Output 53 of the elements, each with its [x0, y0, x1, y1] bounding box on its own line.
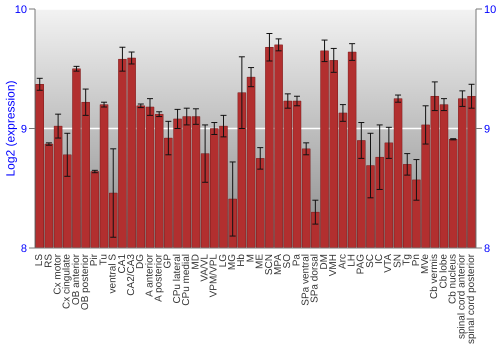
- y-tick-label: 8: [20, 242, 27, 255]
- y-tick-label: 9: [20, 123, 27, 136]
- x-tick-label: Cx cingulate: [62, 254, 73, 310]
- x-tick-label: GP: [162, 254, 174, 268]
- x-tick-label: Arc: [337, 254, 348, 269]
- x-tick-label: CPu medial: [181, 254, 192, 306]
- x-tick-label: Tu: [98, 254, 110, 266]
- x-tick-label: SC: [364, 254, 376, 268]
- x-tick-label: LS: [34, 254, 46, 266]
- x-tick-label: DM: [318, 254, 330, 270]
- x-tick-label: M: [245, 254, 256, 262]
- y2-tick-label: 10: [484, 4, 496, 16]
- x-tick-label: OB posterior: [80, 253, 92, 310]
- x-tick-label: IC: [374, 254, 386, 264]
- x-tick-label: Hb: [236, 254, 248, 267]
- x-tick-label: LG: [218, 254, 229, 268]
- x-tick-label: PAG: [356, 254, 367, 274]
- x-tick-label: MD: [190, 254, 202, 270]
- x-tick-label: LH: [346, 254, 358, 267]
- x-tick-label: Tg: [402, 254, 413, 266]
- x-tick-label: Cb nucleus: [448, 254, 459, 304]
- x-tick-label: A posterior: [154, 253, 165, 302]
- x-tick-label: SCN: [264, 254, 275, 276]
- x-tick-label: MPA: [272, 254, 284, 275]
- x-tick-label: VPM/VPL: [208, 254, 220, 298]
- x-tick-label: Cb lobe: [438, 254, 450, 288]
- x-tick-label: A anterior: [144, 253, 156, 297]
- x-tick-label: Pn: [410, 254, 422, 266]
- x-tick-label: VA/VL: [199, 254, 210, 282]
- x-tick-label: spinal cord anterior: [456, 253, 468, 340]
- x-tick-label: VMH: [328, 254, 340, 276]
- x-tick-label: Cb vermis: [429, 254, 440, 300]
- x-tick-label: DG: [135, 254, 146, 269]
- x-tick-label: CA1: [116, 254, 128, 274]
- y-tick-label: 10: [14, 4, 27, 16]
- x-tick-label: RS: [43, 254, 54, 268]
- x-tick-label: Cx motor: [52, 253, 64, 295]
- x-tick-label: Pir: [89, 253, 100, 266]
- x-tick-label: SPa dorsal: [310, 254, 321, 303]
- y2-tick-label: 9: [484, 123, 490, 136]
- x-tick-label: ME: [254, 254, 266, 269]
- x-tick-label: Pa: [291, 254, 302, 266]
- x-tick-label: SO: [282, 254, 294, 268]
- x-tick-label: SN: [392, 254, 404, 268]
- x-tick-label: OB anterior: [70, 253, 82, 306]
- y-axis-title: Log2 (expression): [3, 80, 18, 177]
- x-tick-label: ventral S: [108, 254, 119, 294]
- x-tick-label: MVe: [420, 254, 431, 274]
- x-tick-label: CPu lateral: [172, 254, 183, 304]
- x-tick-label: spinal cord posterior: [466, 253, 477, 344]
- y2-tick-label: 8: [484, 242, 490, 255]
- x-tick-label: CA2/CA3: [126, 254, 137, 296]
- x-tick-label: VTA: [383, 254, 394, 273]
